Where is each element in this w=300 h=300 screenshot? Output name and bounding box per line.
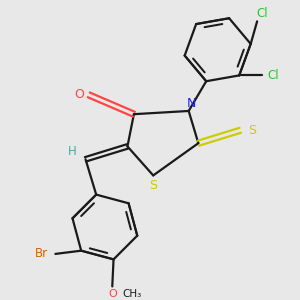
Text: Cl: Cl	[256, 7, 268, 20]
Text: O: O	[74, 88, 84, 101]
Text: N: N	[187, 97, 196, 110]
Text: CH₃: CH₃	[122, 289, 141, 299]
Text: Br: Br	[35, 248, 48, 260]
Text: O: O	[108, 289, 117, 299]
Text: Cl: Cl	[268, 69, 279, 82]
Text: S: S	[248, 124, 256, 137]
Text: H: H	[68, 145, 77, 158]
Text: S: S	[149, 178, 157, 192]
